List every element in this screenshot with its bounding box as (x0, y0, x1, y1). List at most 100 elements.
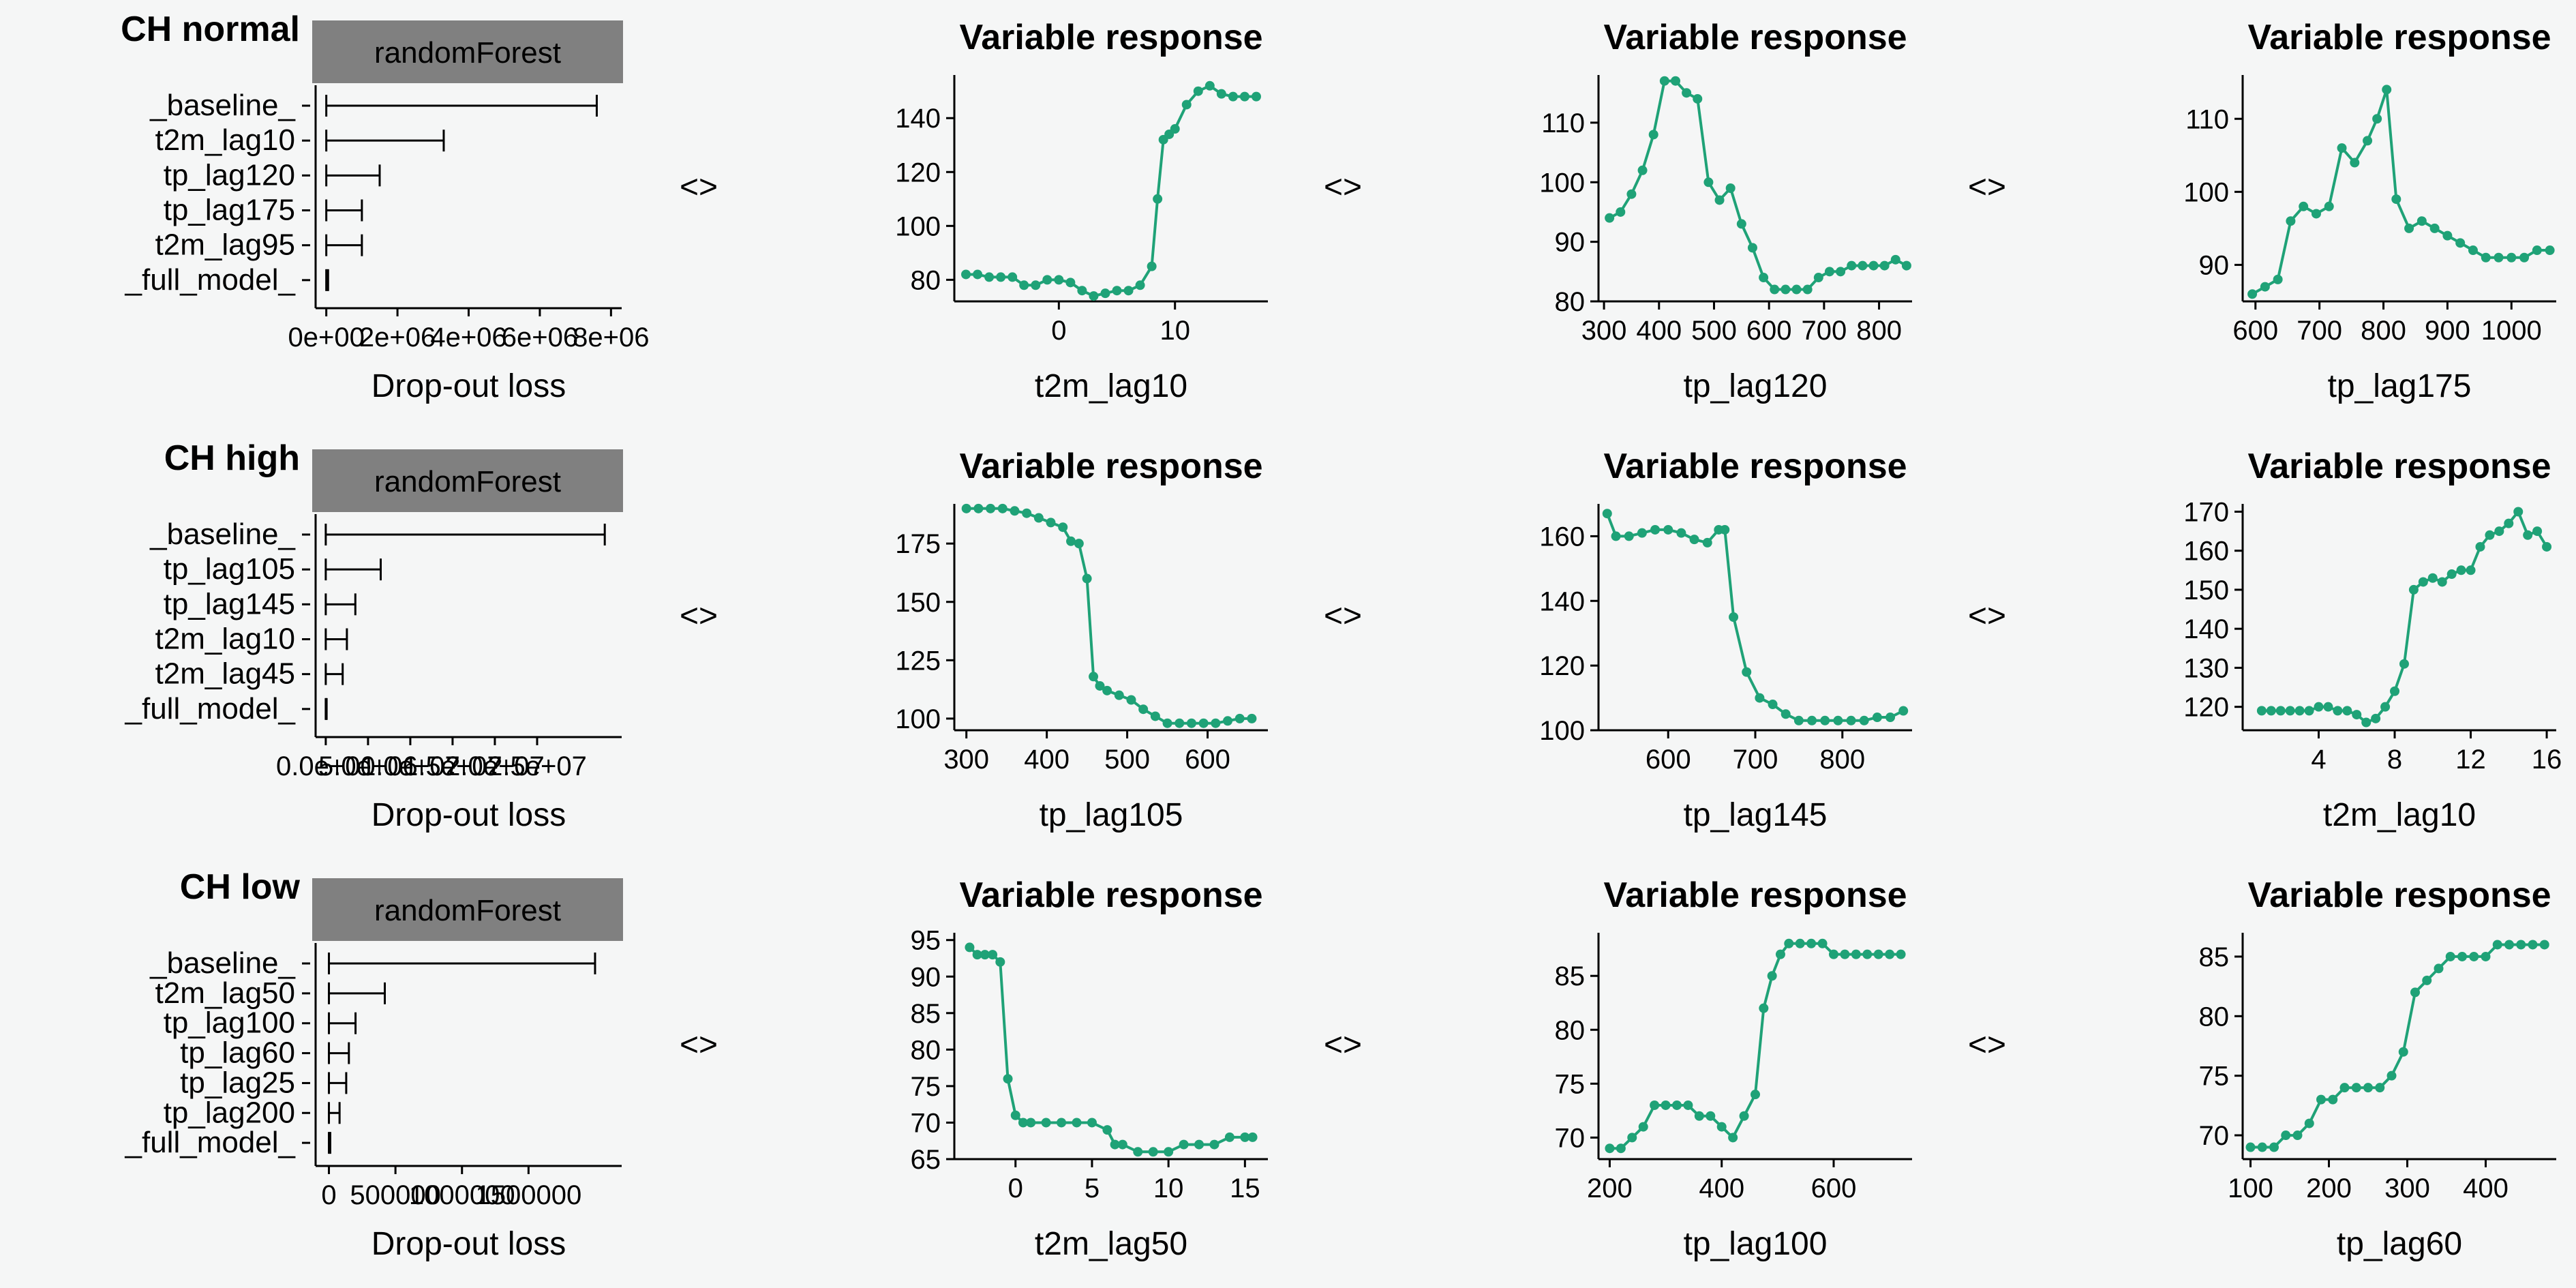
response-point (996, 272, 1006, 282)
response-point (2494, 526, 2504, 537)
response-point (2442, 230, 2453, 241)
response-point (1784, 938, 1794, 948)
response-point (1626, 189, 1637, 199)
response-point (1676, 528, 1686, 538)
panel-r1-c0: CH high randomForest _baseline_tp_lag105tp… (125, 438, 623, 833)
x-tick-label: 1500000 (475, 1180, 581, 1210)
y-tick-label: 90 (2199, 250, 2230, 280)
y-tick-label: 80 (1555, 287, 1586, 317)
response-point (961, 269, 971, 280)
response-point (1829, 949, 1838, 959)
response-point (1714, 195, 1725, 205)
response-point (1868, 260, 1879, 271)
category-label: t2m_lag45 (155, 657, 295, 691)
response-point (1150, 711, 1160, 721)
response-point (2469, 951, 2479, 961)
response-point (2304, 706, 2314, 716)
response-point (1123, 286, 1134, 296)
x-tick-label: 0.0e+00 (276, 751, 376, 781)
response-point (1054, 275, 1064, 285)
response-point (1181, 100, 1192, 110)
response-point (1775, 949, 1785, 959)
response-point (1234, 713, 1245, 723)
y-tick-label: 80 (1555, 1015, 1586, 1045)
y-tick-label: 150 (895, 588, 941, 618)
response-point (1802, 284, 1813, 295)
response-point (2324, 201, 2334, 211)
response-line (969, 946, 1253, 1154)
response-point (2323, 702, 2333, 712)
x-tick-label: 300 (1581, 316, 1627, 346)
response-point (1858, 260, 1868, 271)
y-tick-label: 170 (2183, 497, 2229, 527)
response-point (1240, 1132, 1250, 1142)
category-label: _baseline_ (149, 89, 295, 122)
x-tick-label: 800 (1819, 745, 1865, 775)
response-point (2304, 1118, 2314, 1128)
response-point (1896, 949, 1906, 959)
category-label: tp_lag25 (180, 1066, 295, 1099)
response-point (986, 503, 996, 513)
response-point (1209, 1139, 1219, 1150)
response-point (2437, 577, 2447, 587)
x-tick-label: 1000000 (409, 1180, 515, 1210)
panel-title: Variable response (1603, 875, 1907, 915)
x-tick-label: 2.0e+07 (445, 751, 545, 781)
category-label: tp_lag60 (180, 1036, 295, 1070)
response-point (2260, 282, 2270, 292)
response-point (995, 957, 1005, 967)
response-point (1663, 524, 1673, 535)
response-point (2445, 951, 2455, 961)
x-tick-label: 1000 (2481, 316, 2542, 346)
response-point (1616, 207, 1626, 217)
response-point (1768, 700, 1778, 710)
response-point (2434, 963, 2444, 974)
response-point (2363, 1083, 2373, 1093)
x-tick-label: 700 (1733, 745, 1778, 775)
category-label: tp_lag175 (164, 194, 295, 227)
response-point (2380, 702, 2391, 712)
x-tick-label: 1.5e+07 (403, 751, 502, 781)
y-tick-label: 100 (2183, 177, 2229, 207)
x-tick-label: 800 (2361, 316, 2406, 346)
response-point (2382, 85, 2392, 95)
y-tick-label: 90 (911, 962, 941, 992)
category-label: _full_model_ (125, 692, 296, 725)
response-point (1859, 715, 1869, 725)
category-label: _full_model_ (125, 1126, 296, 1159)
x-axis-label: tp_lag60 (2337, 1226, 2462, 1262)
response-point (1759, 273, 1769, 283)
y-tick-label: 150 (2183, 575, 2229, 605)
category-label: t2m_lag10 (155, 123, 295, 157)
response-point (1162, 718, 1172, 728)
response-point (1872, 713, 1882, 723)
response-point (1110, 1139, 1120, 1150)
panel-r1-c2: Variable response 100 120 140 160 600 700 800 tp… (1539, 447, 1912, 833)
response-point (1223, 716, 1233, 726)
y-tick-label: 65 (911, 1145, 941, 1175)
y-tick-label: 175 (895, 529, 941, 559)
response-point (1033, 513, 1044, 523)
facet-strip (312, 449, 623, 512)
x-axis-label: tp_lag145 (1684, 797, 1828, 833)
response-point (1026, 1118, 1036, 1128)
response-point (2416, 216, 2427, 226)
category-label: tp_lag105 (164, 552, 295, 586)
x-axis-label: tp_lag105 (1040, 797, 1183, 833)
response-point (2519, 252, 2530, 263)
response-point (1755, 693, 1765, 703)
panel-title: Variable response (1603, 18, 1907, 57)
response-line (2250, 943, 2545, 1149)
response-point (2492, 940, 2502, 950)
response-point (1689, 535, 1699, 545)
response-point (1661, 1100, 1671, 1110)
response-point (988, 950, 998, 960)
response-point (1638, 1122, 1648, 1132)
response-point (2418, 577, 2428, 587)
y-tick-label: 80 (911, 1035, 941, 1065)
response-point (1239, 91, 1249, 102)
x-tick-label: 400 (1636, 316, 1682, 346)
response-point (1135, 280, 1145, 290)
response-point (1624, 531, 1634, 541)
response-point (2390, 686, 2400, 696)
